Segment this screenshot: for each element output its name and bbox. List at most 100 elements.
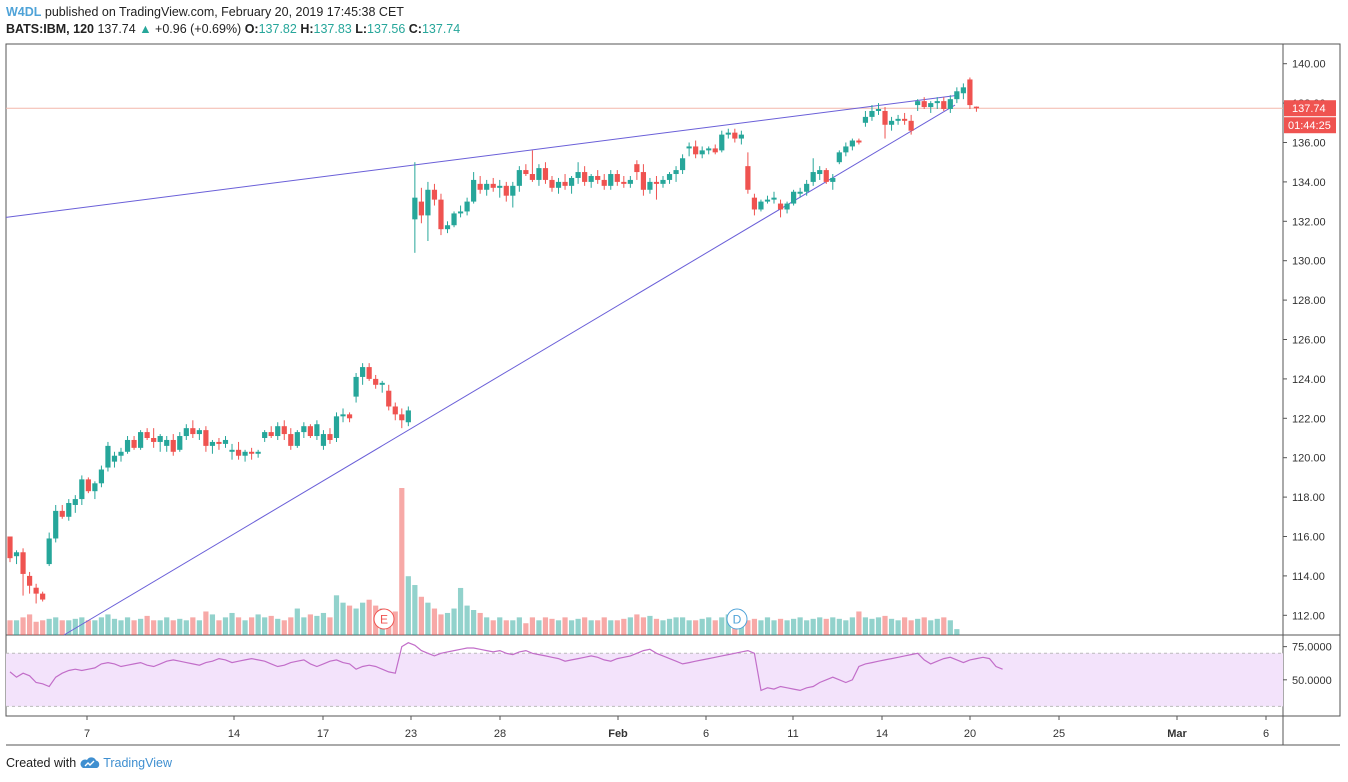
candle	[849, 138, 855, 151]
rsi-band	[6, 653, 1283, 707]
candle-body	[294, 432, 300, 446]
rsi-tick-label: 75.0000	[1292, 642, 1332, 654]
candle-body	[738, 134, 744, 139]
axes: 140.00138.00136.00134.00132.00130.00128.…	[84, 59, 1336, 740]
candle-body	[542, 168, 549, 180]
candle	[941, 97, 947, 111]
candle-body	[111, 455, 118, 462]
candle	[732, 128, 738, 143]
candle	[46, 532, 52, 567]
price-tick-label: 132.00	[1292, 216, 1326, 228]
event-marker-circle	[373, 608, 395, 630]
footer: Created with TradingView	[6, 756, 172, 770]
candle-body	[170, 439, 176, 452]
candle-body	[497, 185, 503, 188]
candle-body	[856, 140, 862, 143]
candle-body	[804, 183, 810, 192]
candle	[588, 174, 594, 188]
candle-body	[183, 428, 189, 437]
candle	[242, 449, 248, 462]
volume-bar	[105, 614, 111, 635]
candle-body	[451, 213, 457, 226]
candle	[484, 179, 490, 196]
candle	[706, 146, 712, 155]
candle	[360, 363, 366, 385]
candle-body	[595, 175, 601, 180]
time-tick-label: 14	[228, 728, 240, 740]
candle-body	[875, 109, 882, 111]
ohlc-open-label: O:	[244, 22, 259, 36]
candle-body	[823, 170, 829, 182]
volume-bar	[196, 620, 202, 635]
candle	[405, 406, 411, 427]
candle-body	[608, 174, 614, 186]
candle	[497, 179, 503, 198]
volume-bar	[634, 614, 640, 635]
price-tick-label: 136.00	[1292, 138, 1326, 150]
candle	[477, 175, 483, 194]
candle-body	[764, 199, 771, 202]
candle-body	[138, 432, 144, 448]
volume-bar	[46, 618, 52, 635]
ohlc-high: H:137.83	[300, 22, 351, 36]
candle	[216, 438, 222, 450]
chart-header: W4DL published on TradingView.com, Febru…	[6, 4, 460, 38]
candle-body	[72, 499, 78, 505]
tradingview-logo[interactable]: TradingView	[79, 756, 172, 770]
candle	[471, 172, 477, 204]
countdown-tag-text: 01:44:25	[1288, 120, 1331, 132]
candle	[666, 172, 673, 184]
candle-body	[66, 503, 72, 517]
volume-bar	[562, 617, 568, 635]
candle	[98, 465, 105, 488]
candle	[327, 428, 333, 444]
volume-bar	[98, 617, 105, 635]
time-tick-label: Feb	[608, 728, 628, 740]
candle	[294, 430, 300, 448]
candle	[908, 114, 914, 135]
candle	[111, 451, 118, 468]
candle	[784, 201, 790, 214]
volume-bar	[340, 602, 346, 635]
author-name[interactable]: W4DL	[6, 5, 42, 19]
candle-body	[438, 199, 444, 230]
candle-body	[849, 140, 855, 147]
candle-body	[666, 174, 673, 180]
up-arrow-icon: ▲	[139, 22, 152, 36]
candle-body	[797, 191, 803, 194]
volume-bar	[516, 617, 522, 635]
candle	[144, 428, 150, 440]
candle-body	[523, 170, 529, 175]
volume-bar	[268, 615, 274, 635]
candle	[575, 162, 581, 184]
volume-bar	[941, 617, 947, 635]
candle	[516, 166, 522, 192]
candle-body	[529, 174, 535, 180]
candle-body	[960, 87, 966, 94]
volume-bar	[601, 617, 607, 635]
volume-bar	[444, 612, 451, 635]
volume-bar	[908, 620, 914, 635]
volume-bar	[627, 617, 633, 635]
volume-bar	[405, 576, 411, 635]
volume-bar	[294, 608, 300, 635]
ohlc-open: O:137.82	[245, 22, 297, 36]
volume-bar	[327, 617, 333, 635]
volume-bar	[484, 617, 490, 635]
candle-body	[771, 197, 777, 200]
volume-bar	[451, 608, 457, 635]
volume-bar	[301, 617, 307, 635]
candle-body	[353, 376, 359, 397]
candle	[810, 158, 816, 186]
volume-bar	[928, 620, 934, 635]
volume-bar	[209, 614, 216, 635]
time-tick-label: 14	[876, 728, 888, 740]
volume-bar	[751, 618, 758, 635]
candle	[451, 211, 457, 228]
volume-bar	[595, 620, 601, 635]
candle-body	[777, 203, 784, 210]
volume-bar	[399, 488, 405, 635]
volume-bar	[686, 620, 692, 635]
